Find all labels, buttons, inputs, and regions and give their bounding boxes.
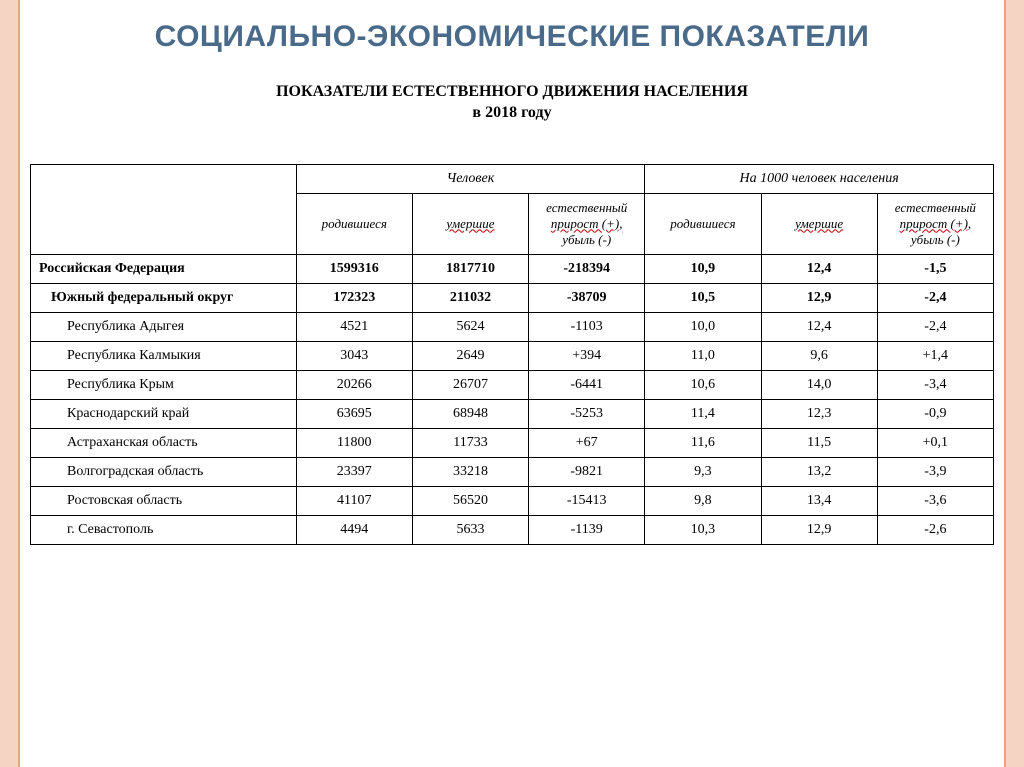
value-cell: 211032 (412, 283, 528, 312)
region-cell: Республика Калмыкия (31, 341, 297, 370)
table-row: Республика Крым2026626707-644110,614,0-3… (31, 370, 994, 399)
table-row: г. Севастополь44945633-113910,312,9-2,6 (31, 515, 994, 544)
value-cell: -9821 (529, 457, 645, 486)
value-cell: -6441 (529, 370, 645, 399)
region-cell: Российская Федерация (31, 254, 297, 283)
table-row: Волгоградская область2339733218-98219,31… (31, 457, 994, 486)
value-cell: -0,9 (877, 399, 993, 428)
value-cell: 12,4 (761, 312, 877, 341)
value-cell: 20266 (296, 370, 412, 399)
value-cell: 14,0 (761, 370, 877, 399)
value-cell: -2,4 (877, 283, 993, 312)
sub-title-line1: ПОКАЗАТЕЛИ ЕСТЕСТВЕННОГО ДВИЖЕНИЯ НАСЕЛЕ… (276, 83, 748, 100)
value-cell: 1599316 (296, 254, 412, 283)
value-cell: 12,9 (761, 515, 877, 544)
value-cell: -3,9 (877, 457, 993, 486)
region-cell: Ростовская область (31, 486, 297, 515)
header-growth-abs: естественный прирост (+), убыль (-) (529, 193, 645, 254)
value-cell: 10,0 (645, 312, 761, 341)
value-cell: 12,3 (761, 399, 877, 428)
value-cell: 1817710 (412, 254, 528, 283)
value-cell: 68948 (412, 399, 528, 428)
value-cell: +394 (529, 341, 645, 370)
value-cell: +67 (529, 428, 645, 457)
right-decorative-border (1004, 0, 1024, 767)
value-cell: 11733 (412, 428, 528, 457)
value-cell: 11,5 (761, 428, 877, 457)
table-row: Республика Адыгея45215624-110310,012,4-2… (31, 312, 994, 341)
value-cell: +0,1 (877, 428, 993, 457)
value-cell: 56520 (412, 486, 528, 515)
value-cell: +1,4 (877, 341, 993, 370)
demographics-table: Человек На 1000 человек населения родивш… (30, 164, 994, 545)
table-row: Ростовская область4110756520-154139,813,… (31, 486, 994, 515)
value-cell: 3043 (296, 341, 412, 370)
value-cell: 63695 (296, 399, 412, 428)
main-title: СОЦИАЛЬНО-ЭКОНОМИЧЕСКИЕ ПОКАЗАТЕЛИ (30, 20, 994, 54)
region-cell: Южный федеральный округ (31, 283, 297, 312)
value-cell: 41107 (296, 486, 412, 515)
value-cell: 12,9 (761, 283, 877, 312)
region-cell: Республика Крым (31, 370, 297, 399)
value-cell: 13,2 (761, 457, 877, 486)
header-group-people: Человек (296, 164, 645, 193)
region-cell: Волгоградская область (31, 457, 297, 486)
value-cell: 4521 (296, 312, 412, 341)
table-body: Российская Федерация15993161817710-21839… (31, 254, 994, 544)
value-cell: -2,6 (877, 515, 993, 544)
value-cell: -38709 (529, 283, 645, 312)
value-cell: 4494 (296, 515, 412, 544)
value-cell: 11800 (296, 428, 412, 457)
value-cell: -1139 (529, 515, 645, 544)
header-growth-rate: естественный прирост (+), убыль (-) (877, 193, 993, 254)
value-cell: 11,4 (645, 399, 761, 428)
table-row: Российская Федерация15993161817710-21839… (31, 254, 994, 283)
value-cell: -3,6 (877, 486, 993, 515)
value-cell: 10,6 (645, 370, 761, 399)
value-cell: 9,6 (761, 341, 877, 370)
value-cell: -218394 (529, 254, 645, 283)
value-cell: -2,4 (877, 312, 993, 341)
region-cell: Краснодарский край (31, 399, 297, 428)
header-births-rate: родившиеся (645, 193, 761, 254)
sub-title-line2: в 2018 году (472, 104, 551, 121)
value-cell: 23397 (296, 457, 412, 486)
value-cell: 10,5 (645, 283, 761, 312)
value-cell: -1103 (529, 312, 645, 341)
value-cell: 9,3 (645, 457, 761, 486)
region-cell: Астраханская область (31, 428, 297, 457)
value-cell: 26707 (412, 370, 528, 399)
table-row: Астраханская область1180011733+6711,611,… (31, 428, 994, 457)
value-cell: -5253 (529, 399, 645, 428)
header-deaths-abs: умершие (412, 193, 528, 254)
value-cell: -15413 (529, 486, 645, 515)
table-header: Человек На 1000 человек населения родивш… (31, 164, 994, 254)
region-cell: Республика Адыгея (31, 312, 297, 341)
value-cell: 12,4 (761, 254, 877, 283)
header-deaths-rate: умершие (761, 193, 877, 254)
table-row: Краснодарский край6369568948-525311,412,… (31, 399, 994, 428)
value-cell: -1,5 (877, 254, 993, 283)
value-cell: 33218 (412, 457, 528, 486)
value-cell: 5633 (412, 515, 528, 544)
header-group-per1000: На 1000 человек населения (645, 164, 994, 193)
value-cell: 11,0 (645, 341, 761, 370)
value-cell: 13,4 (761, 486, 877, 515)
value-cell: 11,6 (645, 428, 761, 457)
value-cell: 5624 (412, 312, 528, 341)
value-cell: 10,3 (645, 515, 761, 544)
value-cell: -3,4 (877, 370, 993, 399)
sub-title: ПОКАЗАТЕЛИ ЕСТЕСТВЕННОГО ДВИЖЕНИЯ НАСЕЛЕ… (30, 82, 994, 124)
left-decorative-border (0, 0, 20, 767)
value-cell: 9,8 (645, 486, 761, 515)
table-row: Южный федеральный округ172323211032-3870… (31, 283, 994, 312)
content-area: СОЦИАЛЬНО-ЭКОНОМИЧЕСКИЕ ПОКАЗАТЕЛИ ПОКАЗ… (30, 20, 994, 757)
region-cell: г. Севастополь (31, 515, 297, 544)
table-row: Республика Калмыкия30432649+39411,09,6+1… (31, 341, 994, 370)
value-cell: 10,9 (645, 254, 761, 283)
value-cell: 172323 (296, 283, 412, 312)
header-region-blank (31, 164, 297, 254)
header-births-abs: родившиеся (296, 193, 412, 254)
value-cell: 2649 (412, 341, 528, 370)
